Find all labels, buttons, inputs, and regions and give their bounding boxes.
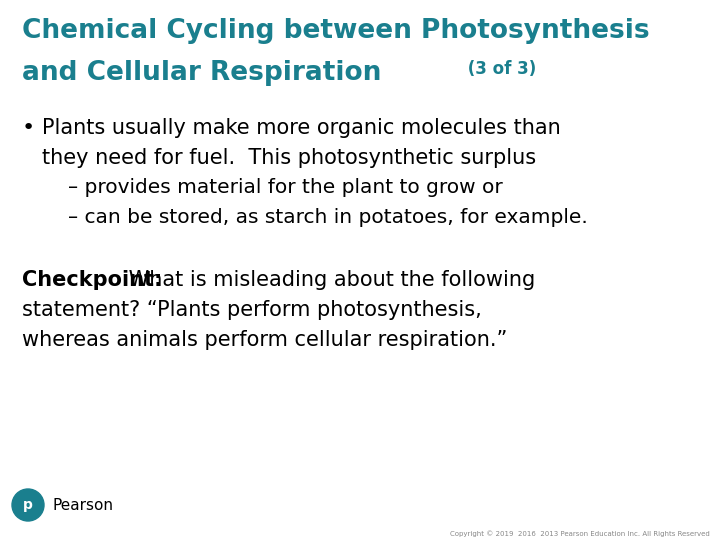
Text: whereas animals perform cellular respiration.”: whereas animals perform cellular respira…	[22, 330, 508, 350]
Text: Checkpoint:: Checkpoint:	[22, 270, 163, 290]
Text: and Cellular Respiration: and Cellular Respiration	[22, 60, 382, 86]
Text: Pearson: Pearson	[52, 497, 113, 512]
Text: they need for fuel.  This photosynthetic surplus: they need for fuel. This photosynthetic …	[42, 148, 536, 168]
Circle shape	[12, 489, 44, 521]
Text: – provides material for the plant to grow or: – provides material for the plant to gro…	[68, 178, 503, 197]
Text: – can be stored, as starch in potatoes, for example.: – can be stored, as starch in potatoes, …	[68, 208, 588, 227]
Text: •: •	[22, 118, 35, 138]
Text: What is misleading about the following: What is misleading about the following	[122, 270, 535, 290]
Text: (3 of 3): (3 of 3)	[462, 60, 536, 78]
Text: Copyright © 2019  2016  2013 Pearson Education Inc. All Rights Reserved: Copyright © 2019 2016 2013 Pearson Educa…	[450, 530, 710, 537]
Text: statement? “Plants perform photosynthesis,: statement? “Plants perform photosynthesi…	[22, 300, 482, 320]
Text: Chemical Cycling between Photosynthesis: Chemical Cycling between Photosynthesis	[22, 18, 649, 44]
Text: Plants usually make more organic molecules than: Plants usually make more organic molecul…	[42, 118, 561, 138]
Text: p: p	[23, 498, 33, 512]
